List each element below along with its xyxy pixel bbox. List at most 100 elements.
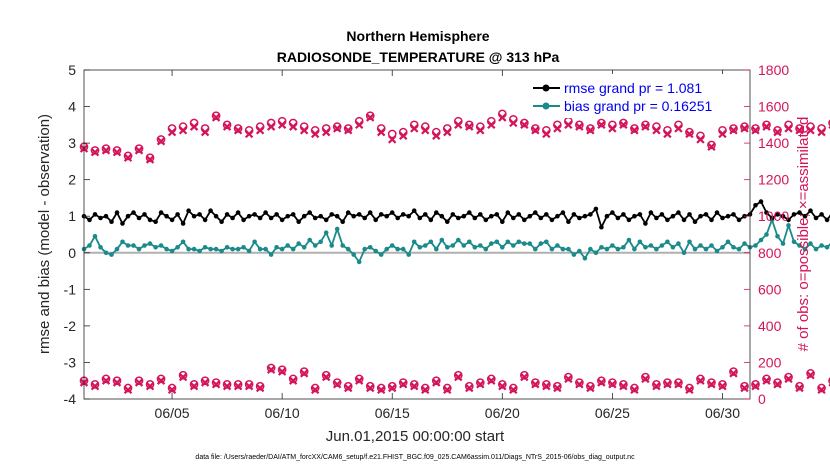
obs-assimilated-series [79,113,830,164]
obs-low-assimilated-point [608,380,617,389]
obs-assimilated-point [795,126,804,135]
obs-low-assimilated-point [421,385,430,395]
bias-point [98,245,103,250]
obs-assimilated-point [531,126,540,135]
bias-point [709,243,714,248]
obs-possible-point [519,118,529,128]
obs-possible-point [729,124,738,133]
obs-low-possible-point [167,383,177,393]
obs-assimilated-point [299,126,309,135]
rmse-point [681,217,687,223]
obs-low-possible-point [519,370,529,380]
bias-point [544,239,549,245]
bias-point [665,239,670,245]
obs-low-assimilated-point [795,383,804,393]
y-right-tick-label: 600 [758,281,782,297]
legend-bias-label: bias grand pr = 0.16251 [564,98,712,114]
obs-low-possible-point [597,376,606,386]
obs-low-possible-point [90,380,100,389]
bias-point [456,237,461,243]
chart-subtitle: RADIOSONDE_TEMPERATURE @ 313 hPa [277,49,560,65]
rmse-point [235,210,241,215]
rmse-point [599,224,604,230]
bias-point [472,245,478,250]
obs-low-assimilated-point [333,380,342,389]
rmse-point [384,213,390,219]
bias-point [274,245,279,250]
obs-low-assimilated-point [189,382,199,391]
rmse-point [593,206,599,212]
obs-low-possible-point [530,378,540,387]
y-right-tick-label: 1800 [758,62,789,78]
obs-low-assimilated-point [388,383,397,393]
obs-assimilated-point [784,124,793,133]
obs-possible-point [145,153,155,163]
obs-low-assimilated-point [244,382,254,391]
rmse-point [725,213,731,219]
y-right-tick-label: 400 [758,318,782,334]
obs-low-assimilated-point [255,383,265,393]
bias-point [566,246,571,252]
rmse-point [367,210,373,215]
obs-assimilated-point [729,126,738,135]
obs-possible-point [101,144,111,153]
y-right-tick-label: 800 [758,245,782,261]
rmse-point [571,212,577,217]
rmse-series [81,199,830,230]
data-file-footnote: data file: /Users/raeder/DAI/ATM_forcXX/… [195,454,635,461]
obs-low-possible-point [354,374,364,384]
obs-assimilated-point [674,124,683,133]
bias-point [489,241,494,246]
obs-possible-point [464,120,474,130]
obs-low-assimilated-point [399,380,408,389]
obs-possible-point [707,140,716,150]
rmse-point [775,212,780,217]
rmse-point [780,213,786,219]
obs-assimilated-point [806,126,815,135]
obs-low-assimilated-point [729,369,738,378]
bias-point [191,246,197,252]
rmse-point [230,215,235,221]
legend-rmse-label: rmse grand pr = 1.081 [564,80,702,96]
bias-point [103,250,109,256]
obs-assimilated-point [630,126,639,135]
bias-point [235,246,241,252]
rmse-point [516,212,522,217]
obs-low-possible-point [200,376,210,386]
bias-point [753,243,758,248]
bias-point [345,246,351,252]
rmse-point [720,215,725,221]
rmse-point [224,212,230,217]
obs-low-possible-point [255,381,265,391]
obs-possible-series [79,109,830,163]
obs-low-assimilated-point [222,382,232,391]
obs-assimilated-point [509,118,518,128]
obs-low-assimilated-point [123,385,133,395]
bias-point [285,243,291,248]
bias-point [142,243,147,248]
obs-assimilated-point [399,131,408,140]
rmse-point [808,208,813,213]
bias-point [775,234,780,239]
rmse-point [522,217,527,223]
bias-point [577,248,582,254]
bias-point [263,246,268,252]
obs-assimilated-point [134,146,144,155]
rmse-point [345,210,351,215]
rmse-point [389,210,395,215]
obs-low-assimilated-point [553,383,562,393]
obs-assimilated-point [707,142,716,151]
obs-assimilated-point [366,113,375,122]
bias-point [202,245,208,250]
bias-point [725,239,731,245]
obs-possible-point [156,135,166,144]
bias-point [610,243,615,248]
bias-point [241,245,246,250]
x-tick-label: 06/25 [595,405,630,421]
bias-point [318,239,324,245]
obs-possible-point [740,122,749,132]
bias-point [659,243,665,248]
bias-point [720,245,725,250]
bias-point [356,259,362,265]
bias-point [131,243,136,248]
